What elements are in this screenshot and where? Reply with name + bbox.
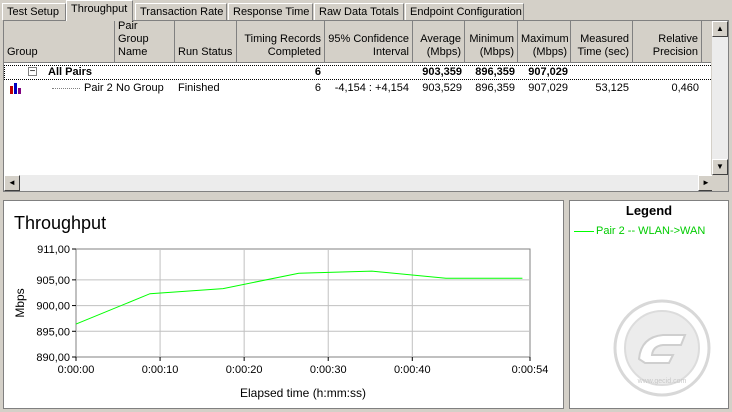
tab-response-time[interactable]: Response Time	[228, 3, 313, 20]
col-header-measured-time[interactable]: Measured Time (sec)	[571, 21, 633, 63]
pair-interval: -4,154 : +4,154	[334, 82, 409, 94]
x-axis-label: Elapsed time (h:mm:ss)	[240, 386, 366, 400]
collapse-toggle[interactable]: −	[28, 66, 37, 77]
series-line-pair-2	[75, 270, 523, 325]
chart-title: Throughput	[14, 213, 107, 233]
scroll-up-button[interactable]: ▲	[712, 21, 728, 37]
col-header-pair-group-name[interactable]: Pair Group Name	[115, 20, 175, 63]
pair-name: Pair 2	[84, 82, 113, 94]
tab-test-setup[interactable]: Test Setup	[2, 3, 66, 20]
table-row-pair-2[interactable]: Pair 2 No Group Finished 6 -4,154 : +4,1…	[4, 81, 715, 96]
summary-group: All Pairs	[48, 66, 93, 78]
summary-completed: 6	[314, 66, 321, 78]
horizontal-scrollbar[interactable]: ◄ ►	[4, 175, 714, 191]
scroll-corner	[712, 175, 728, 191]
chart-plot: 0:00:00 0:00:10 0:00:20 0:00:30 0:00:40 0:00:…	[13, 244, 549, 400]
y-tick-label: 895,00	[36, 326, 70, 338]
col-header-average[interactable]: Average (Mbps)	[413, 21, 465, 63]
x-tick-label: 0:00:40	[394, 364, 431, 376]
summary-maximum: 907,029	[528, 66, 568, 78]
col-header-relative-precision[interactable]: Relative Precision	[633, 21, 702, 63]
legend-item-label: Pair 2 -- WLAN->WAN	[596, 225, 706, 237]
pair-measured-time: 53,125	[595, 82, 629, 94]
legend-swatch	[574, 230, 594, 232]
pair-chart-icon	[10, 83, 22, 94]
col-header-group[interactable]: Group	[4, 21, 115, 63]
watermark-logo: www.gecid.com	[613, 299, 711, 397]
x-tick-label: 0:00:30	[310, 364, 347, 376]
x-tick-label: 0:00:00	[58, 364, 95, 376]
pair-relative-precision: 0,460	[671, 82, 699, 94]
y-tick-label: 911,00	[37, 244, 70, 256]
pair-average: 903,529	[422, 82, 462, 94]
col-header-timing-records[interactable]: Timing Records Completed	[237, 21, 325, 63]
tree-connector	[52, 88, 80, 90]
tab-endpoint-configuration[interactable]: Endpoint Configuration	[405, 3, 524, 20]
y-tick-label: 890,00	[36, 352, 70, 364]
legend-title: Legend	[625, 203, 673, 218]
tab-raw-data-totals[interactable]: Raw Data Totals	[314, 3, 404, 20]
summary-average: 903,359	[422, 66, 462, 78]
y-axis-label: Mbps	[13, 288, 27, 317]
results-table: Group Pair Group Name Run Status Timing R…	[3, 20, 729, 192]
x-tick-label: 0:00:54	[512, 364, 549, 376]
throughput-chart: Throughput 0:00:00 0:00:10 0:00:20 0:00:30 0…	[3, 200, 564, 409]
scroll-left-button[interactable]: ◄	[4, 175, 20, 191]
col-header-run-status[interactable]: Run Status	[175, 21, 237, 63]
svg-text:www.gecid.com: www.gecid.com	[637, 378, 687, 385]
pair-maximum: 907,029	[528, 82, 568, 94]
pair-group-name: No Group	[116, 82, 164, 94]
y-tick-label: 900,00	[36, 301, 70, 313]
y-tick-label: 905,00	[36, 275, 70, 287]
x-tick-label: 0:00:10	[142, 364, 179, 376]
tab-transaction-rate[interactable]: Transaction Rate	[135, 3, 227, 20]
vertical-scrollbar[interactable]: ▲ ▼	[711, 21, 728, 175]
tab-bar: Test Setup Throughput Transaction Rate R…	[0, 0, 732, 22]
table-header: Group Pair Group Name Run Status Timing R…	[4, 20, 715, 63]
legend-item-pair-2[interactable]: Pair 2 -- WLAN->WAN	[574, 225, 705, 237]
summary-minimum: 896,359	[475, 66, 515, 78]
col-header-confidence-interval[interactable]: 95% Confidence Interval	[325, 21, 413, 63]
scroll-down-button[interactable]: ▼	[712, 159, 728, 175]
col-header-minimum[interactable]: Minimum (Mbps)	[465, 21, 518, 63]
plot-area	[75, 248, 531, 358]
table-row-all-pairs[interactable]: − All Pairs 6 903,359 896,359 907,029	[4, 65, 715, 80]
x-tick-label: 0:00:20	[226, 364, 263, 376]
col-header-maximum[interactable]: Maximum (Mbps)	[518, 21, 571, 63]
pair-run-status: Finished	[178, 82, 220, 94]
pair-minimum: 896,359	[475, 82, 515, 94]
pair-completed: 6	[314, 82, 321, 94]
tab-throughput[interactable]: Throughput	[66, 0, 133, 21]
